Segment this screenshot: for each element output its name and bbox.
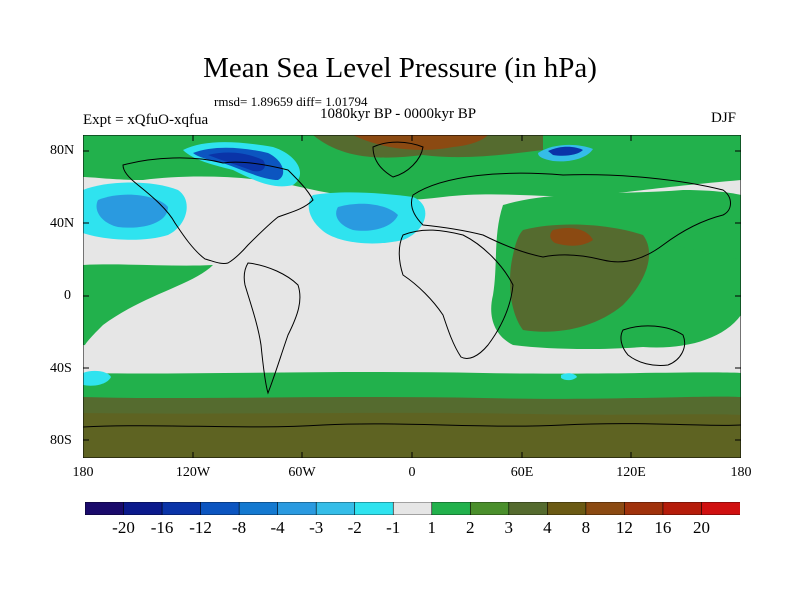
colorbar-swatch xyxy=(200,502,240,515)
colorbar-label: 2 xyxy=(466,518,475,537)
colorbar-swatch xyxy=(161,502,202,515)
colorbar-label: 16 xyxy=(654,518,672,537)
colorbar-label: -20 xyxy=(112,518,135,537)
colorbar-swatch xyxy=(547,502,587,515)
colorbar-swatch xyxy=(431,502,472,515)
colorbar-swatch xyxy=(123,502,163,515)
x-label-120w: 120W xyxy=(175,465,211,480)
colorbar xyxy=(85,502,740,515)
y-label-eq: 0 xyxy=(64,288,71,303)
arctic-brown-anomaly xyxy=(353,135,488,150)
colorbar-label: 1 xyxy=(427,518,437,537)
west-pacific-positive-anomaly xyxy=(663,212,741,260)
colorbar-label: -2 xyxy=(347,518,362,537)
y-label-80n: 80N xyxy=(50,143,75,158)
antarctic-dark-anomaly xyxy=(83,412,741,458)
x-label-180e: 180 xyxy=(730,465,752,480)
colorbar-label: 12 xyxy=(615,518,633,537)
period-label: 1080kyr BP - 0000kyr BP xyxy=(320,106,477,122)
colorbar-label: 8 xyxy=(581,518,591,537)
y-label-80s: 80S xyxy=(50,433,72,448)
colorbar-label: 4 xyxy=(543,518,552,537)
colorbar-swatch xyxy=(392,502,433,515)
colorbar-swatch xyxy=(238,502,279,515)
experiment-label: Expt = xQfuO-xqfua xyxy=(83,112,209,128)
x-ticks xyxy=(192,135,632,458)
x-label-60w: 60W xyxy=(288,465,316,480)
stats-subtitle: rmsd= 1.89659 diff= 1.01794 xyxy=(214,94,368,109)
x-label-0: 0 xyxy=(408,465,416,480)
barents-core xyxy=(548,146,583,156)
map-plot xyxy=(83,135,741,458)
y-label-40s: 40S xyxy=(50,361,72,376)
tropical-pacific-positive-anomaly xyxy=(83,264,213,350)
colorbar-label: -3 xyxy=(309,518,324,537)
colorbar-swatch xyxy=(277,502,317,515)
x-label-180w: 180 xyxy=(72,465,94,480)
colorbar-swatch xyxy=(662,502,703,515)
colorbar-swatch xyxy=(585,502,626,515)
colorbar-swatch xyxy=(624,502,664,515)
coastlines xyxy=(83,141,741,428)
x-label-60e: 60E xyxy=(510,465,534,480)
colorbar-label: 20 xyxy=(693,518,710,537)
colorbar-label: -16 xyxy=(150,518,174,537)
colorbar-swatch xyxy=(85,502,125,515)
colorbar-swatch xyxy=(469,502,510,515)
southern-midlatitude-field xyxy=(83,345,741,370)
asia-brown-anomaly xyxy=(550,228,593,246)
y-label-40n: 40N xyxy=(50,216,75,231)
indian-ocean-olive-anomaly xyxy=(510,224,650,332)
north-atlantic-core xyxy=(336,203,398,231)
colorbar-label: -4 xyxy=(270,518,285,537)
season-label: DJF xyxy=(711,110,737,126)
south-indian-negative-anomaly xyxy=(561,373,577,381)
x-label-120e: 120E xyxy=(616,465,646,480)
colorbar-label: 3 xyxy=(504,518,514,537)
colorbar-label: -1 xyxy=(386,518,401,537)
colorbar-swatch xyxy=(315,502,356,515)
y-ticks xyxy=(83,150,741,441)
colorbar-label: -12 xyxy=(189,518,212,537)
colorbar-swatch xyxy=(354,502,395,515)
south-pacific-negative-anomaly xyxy=(83,370,111,386)
colorbar-swatch xyxy=(508,502,549,515)
north-pacific-core xyxy=(96,194,168,228)
colorbar-swatch xyxy=(701,502,740,515)
colorbar-label: -8 xyxy=(232,518,247,537)
page-title: Mean Sea Level Pressure (in hPa) xyxy=(203,52,597,84)
antarctic-olive-anomaly xyxy=(83,396,741,458)
